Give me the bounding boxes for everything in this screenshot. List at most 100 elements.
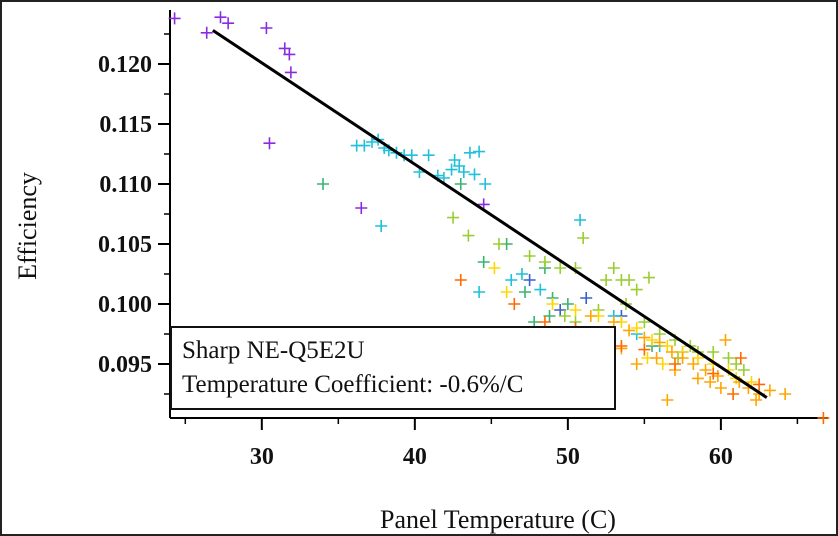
data-point xyxy=(477,256,490,268)
data-point xyxy=(584,310,597,322)
data-point xyxy=(468,168,481,181)
data-point xyxy=(283,48,296,61)
data-point xyxy=(519,286,532,298)
x-axis-title: Panel Temperature (C) xyxy=(380,505,616,534)
data-point xyxy=(515,268,528,280)
data-point xyxy=(600,274,613,286)
x-tick-label: 60 xyxy=(709,444,733,470)
data-point xyxy=(630,322,643,334)
data-point xyxy=(168,12,181,25)
data-point xyxy=(445,163,458,176)
data-point xyxy=(668,358,681,370)
data-point xyxy=(523,274,536,286)
data-point xyxy=(214,11,227,24)
data-point xyxy=(462,229,475,242)
data-points xyxy=(168,11,830,424)
annotation-temperature-coefficient: Temperature Coefficient: -0.6%/C xyxy=(182,371,524,398)
data-point xyxy=(457,166,470,178)
data-point xyxy=(687,358,700,370)
x-tick-label: 30 xyxy=(250,444,274,470)
data-point xyxy=(734,352,747,364)
y-tick-label: 0.100 xyxy=(98,292,152,318)
data-point xyxy=(661,394,674,406)
data-point xyxy=(707,367,720,380)
data-point xyxy=(569,304,582,316)
data-point xyxy=(546,298,559,310)
x-tick-label: 50 xyxy=(556,444,580,470)
data-point xyxy=(473,286,486,298)
y-axis-title: Efficiency xyxy=(13,172,42,280)
data-point xyxy=(558,310,571,322)
data-point xyxy=(714,382,727,394)
data-point xyxy=(646,334,659,346)
data-point xyxy=(260,22,273,34)
annotation-model-name: Sharp NE-Q5E2U xyxy=(182,337,365,364)
data-point xyxy=(538,256,551,268)
data-point xyxy=(488,262,501,274)
data-point xyxy=(454,274,467,286)
y-axis: 0.095 0.100 0.105 0.110 0.115 0.120 xyxy=(98,10,171,418)
data-point xyxy=(405,149,418,162)
data-point xyxy=(580,292,593,304)
data-point xyxy=(505,274,518,286)
data-point xyxy=(355,202,368,214)
data-point xyxy=(422,149,435,162)
data-point xyxy=(704,376,717,388)
data-point xyxy=(577,232,590,244)
fit-line xyxy=(212,29,768,399)
data-point xyxy=(642,271,655,284)
data-point xyxy=(375,220,388,232)
data-point xyxy=(750,394,763,406)
data-point xyxy=(623,324,636,337)
data-point xyxy=(561,298,574,310)
data-point xyxy=(763,384,776,397)
x-axis: 30 40 50 60 xyxy=(170,417,828,470)
data-point xyxy=(222,17,235,30)
data-point xyxy=(650,352,663,364)
data-point xyxy=(463,146,476,159)
data-point xyxy=(200,26,213,39)
data-point xyxy=(447,211,460,224)
data-point xyxy=(523,250,536,262)
y-tick-label: 0.095 xyxy=(98,352,152,378)
data-point xyxy=(500,286,513,298)
data-point xyxy=(554,262,567,274)
data-point xyxy=(317,178,330,190)
data-point xyxy=(365,136,378,148)
data-point xyxy=(676,352,689,364)
data-point xyxy=(719,334,732,346)
fit-line-group xyxy=(212,29,768,399)
data-point xyxy=(493,238,505,250)
data-point xyxy=(574,214,587,226)
annotation-box: Sharp NE-Q5E2U Temperature Coefficient: … xyxy=(170,326,616,410)
data-point xyxy=(623,274,636,286)
y-tick-label: 0.110 xyxy=(99,172,152,198)
data-point xyxy=(473,145,486,158)
data-point xyxy=(630,358,643,370)
data-point xyxy=(656,358,669,370)
data-point xyxy=(691,372,704,385)
data-point xyxy=(607,262,620,274)
data-point xyxy=(707,346,720,358)
data-point xyxy=(263,137,276,150)
data-point xyxy=(508,298,521,310)
data-point xyxy=(753,378,766,391)
data-point xyxy=(817,412,830,424)
data-point xyxy=(284,66,297,79)
data-point xyxy=(615,340,628,352)
y-tick-label: 0.120 xyxy=(98,52,152,78)
data-point xyxy=(653,336,666,349)
data-point xyxy=(727,388,740,400)
data-point xyxy=(665,346,678,358)
data-point xyxy=(534,283,547,296)
data-point xyxy=(358,139,371,152)
data-point xyxy=(638,331,651,344)
data-point xyxy=(722,352,735,364)
y-tick-label: 0.115 xyxy=(99,112,152,138)
x-tick-label: 40 xyxy=(403,444,427,470)
data-point xyxy=(630,283,643,296)
data-point xyxy=(699,364,712,376)
y-tick-label: 0.105 xyxy=(98,232,152,258)
